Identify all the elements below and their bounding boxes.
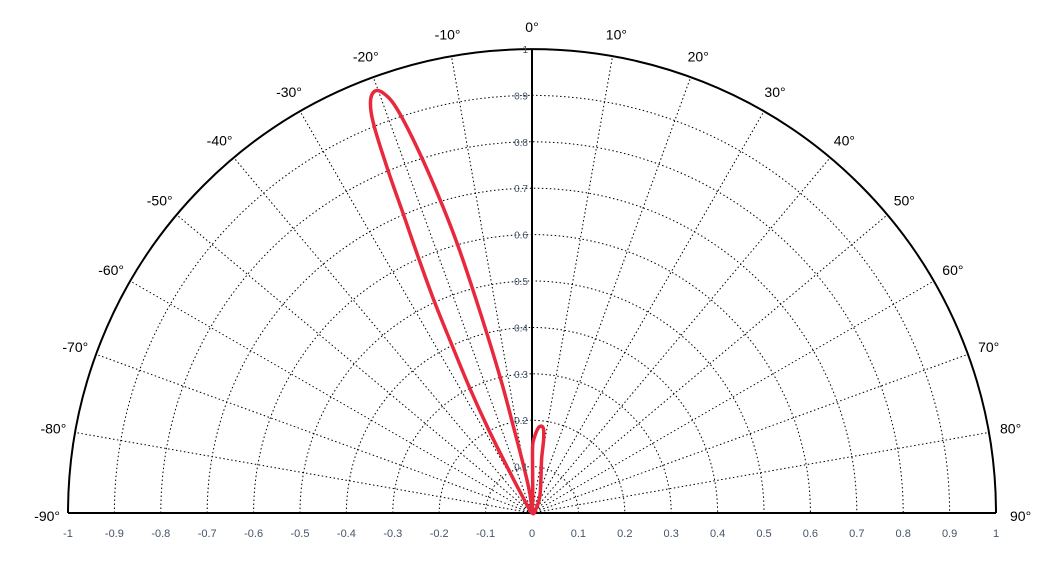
angular-gridline: [95, 353, 533, 514]
angular-gridlines: [74, 55, 990, 514]
x-tick-label: -0.1: [476, 528, 495, 540]
angular-gridline: [531, 157, 831, 514]
x-tick-label: 0.4: [710, 528, 725, 540]
angular-gridline: [299, 110, 533, 514]
x-tick-label: -0.9: [105, 528, 124, 540]
angle-tick-label: -50°: [147, 193, 173, 209]
radial-tick-label: 0.5: [514, 277, 528, 288]
radial-gridline: [345, 326, 719, 514]
radial-gridline: [206, 187, 858, 514]
angular-gridline: [531, 353, 969, 514]
x-tick-label: 0.6: [803, 528, 818, 540]
angle-tick-label: 90°: [1010, 508, 1031, 524]
x-tick-label: 0.7: [849, 528, 864, 540]
angular-gridline: [531, 431, 990, 514]
x-tick-label: -0.7: [198, 528, 217, 540]
radial-tick-label: 0.1: [514, 463, 528, 474]
angle-tick-label: 60°: [942, 262, 963, 278]
x-tick-label: 0.5: [756, 528, 771, 540]
angle-tick-label: 20°: [688, 48, 709, 64]
series-layer: [368, 88, 546, 516]
radial-tick-label: 0.3: [514, 370, 528, 381]
series-line: [368, 88, 546, 516]
x-tick-label: 0.3: [664, 528, 679, 540]
angle-tick-label: -80°: [40, 421, 66, 437]
angular-gridline: [450, 55, 533, 514]
angle-tick-label: 0°: [525, 19, 538, 35]
x-tick-label: -0.4: [337, 528, 356, 540]
radial-gridline: [113, 94, 951, 514]
angle-tick-label: -70°: [62, 339, 88, 355]
angle-tick-label: 10°: [606, 26, 627, 42]
radial-tick-label: 0.7: [514, 184, 528, 195]
angular-gridline: [176, 214, 533, 514]
x-tick-label: -0.5: [291, 528, 310, 540]
radial-tick-label: 0.6: [514, 231, 528, 242]
angular-gridline: [372, 76, 533, 514]
x-tick-label: -0.3: [383, 528, 402, 540]
x-tick-label: -0.2: [430, 528, 449, 540]
angular-gridline: [531, 280, 935, 514]
angle-tick-label: -90°: [34, 508, 60, 524]
x-tick-label: -1: [63, 528, 73, 540]
x-tick-label: 0: [529, 528, 535, 540]
x-tick-label: 0.9: [942, 528, 957, 540]
angular-gridline: [531, 76, 692, 514]
angle-tick-label: 70°: [978, 339, 999, 355]
angle-tick-label: 40°: [834, 133, 855, 149]
radial-tick-label: 0.9: [514, 91, 528, 102]
x-tick-label: 1: [993, 528, 999, 540]
angle-tick-label: 80°: [1000, 421, 1021, 437]
angular-gridline: [531, 214, 888, 514]
angle-tick-label: -60°: [98, 262, 124, 278]
radial-tick-label: 0.2: [514, 416, 528, 427]
tick-labels: -90°-80°-70°-60°-50°-40°-30°-20°-10° 0° 10…: [34, 19, 1031, 540]
angular-gridline: [233, 157, 533, 514]
angular-gridline: [74, 431, 533, 514]
radial-tick-label: 0.8: [514, 138, 528, 149]
angle-tick-label: 50°: [894, 193, 915, 209]
radial-tick-label: 0.4: [514, 323, 528, 334]
angle-tick-label: -20°: [353, 48, 379, 64]
angle-tick-label: -30°: [276, 84, 302, 100]
x-tick-label: 0.8: [896, 528, 911, 540]
radial-tick-label: 1: [522, 45, 528, 56]
angle-tick-label: 30°: [764, 84, 785, 100]
angular-gridline: [531, 110, 765, 514]
x-tick-label: -0.8: [151, 528, 170, 540]
angle-tick-label: -10°: [435, 26, 461, 42]
angular-gridline: [129, 280, 533, 514]
x-tick-label: 0.1: [571, 528, 586, 540]
x-tick-label: 0.2: [617, 528, 632, 540]
angle-tick-label: -40°: [207, 133, 233, 149]
x-tick-label: -0.6: [244, 528, 263, 540]
